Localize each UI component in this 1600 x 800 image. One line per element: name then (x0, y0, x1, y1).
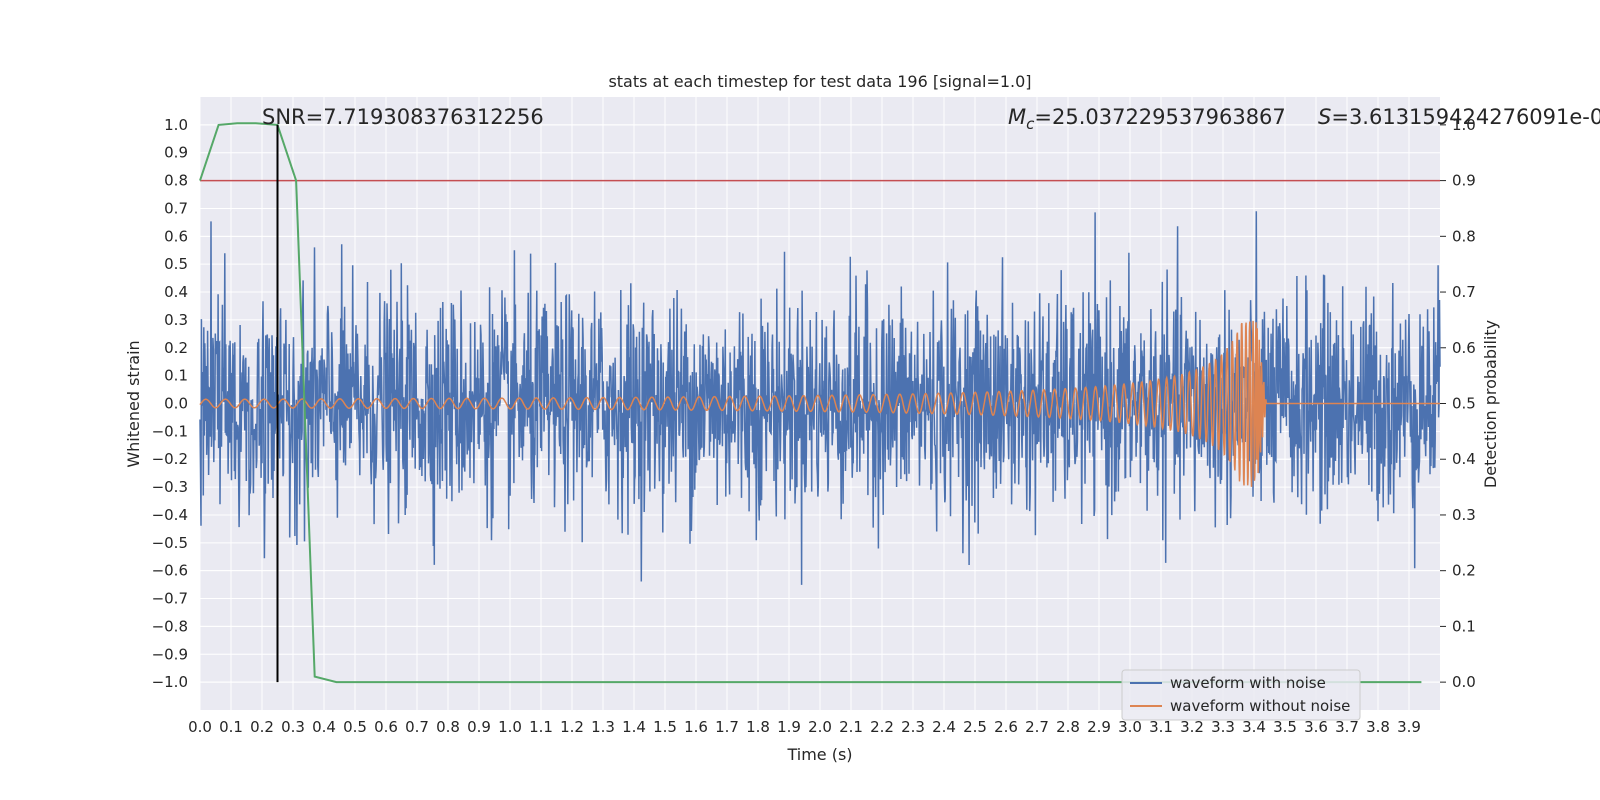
left-y-tick-label: 0.9 (164, 144, 188, 162)
left-y-tick-label: −0.9 (152, 645, 188, 663)
x-tick-label: 1.5 (653, 718, 677, 736)
x-tick-label: 1.8 (746, 718, 770, 736)
left-y-tick-label: 0.2 (164, 339, 188, 357)
x-tick-label: 3.6 (1304, 718, 1328, 736)
chart-title: stats at each timestep for test data 196… (608, 72, 1031, 91)
x-tick-label: 1.7 (715, 718, 739, 736)
right-y-tick-label: 0.0 (1452, 673, 1476, 691)
left-y-tick-label: −0.5 (152, 534, 188, 552)
right-y-tick-label: 1.0 (1452, 116, 1476, 134)
right-y-tick-label: 0.3 (1452, 506, 1476, 524)
x-tick-label: 2.1 (839, 718, 863, 736)
left-y-tick-label: −0.7 (152, 590, 188, 608)
left-y-tick-label: 0.3 (164, 311, 188, 329)
left-y-tick-label: −0.1 (152, 422, 188, 440)
x-tick-label: 1.4 (622, 718, 646, 736)
x-tick-label: 0.5 (343, 718, 367, 736)
left-y-tick-label: 0.1 (164, 367, 188, 385)
left-y-tick-label: −0.6 (152, 562, 188, 580)
mc-symbol: M (1008, 105, 1026, 129)
legend-label-noise: waveform with noise (1170, 674, 1326, 692)
left-y-tick-label: 0.7 (164, 199, 188, 217)
x-tick-label: 2.9 (1087, 718, 1111, 736)
x-tick-label: 1.2 (560, 718, 584, 736)
x-tick-label: 3.0 (1118, 718, 1142, 736)
x-tick-label: 1.1 (529, 718, 553, 736)
mc-subscript: c (1026, 115, 1035, 133)
left-y-tick-label: 0.6 (164, 227, 188, 245)
right-y-axis-label: Detection probability (1481, 320, 1500, 488)
series-waveform-with-noise (199, 211, 1441, 585)
x-tick-label: 2.0 (808, 718, 832, 736)
x-tick-label: 2.6 (994, 718, 1018, 736)
x-tick-label: 2.2 (870, 718, 894, 736)
x-tick-label: 3.4 (1242, 718, 1266, 736)
left-y-tick-label: −0.4 (152, 506, 188, 524)
left-y-tick-label: 0.5 (164, 255, 188, 273)
left-y-tick-label: −0.3 (152, 478, 188, 496)
right-y-tick-labels: 1.0 0.9 0.8 0.7 0.6 0.5 0.4 0.3 0.2 0.1 0.0 (1440, 116, 1476, 691)
x-tick-label: 2.3 (901, 718, 925, 736)
left-y-tick-label: −0.8 (152, 617, 188, 635)
left-y-tick-label: 0.0 (164, 395, 188, 413)
x-tick-label: 0.1 (219, 718, 243, 736)
x-tick-label: 2.7 (1025, 718, 1049, 736)
legend-box (1121, 669, 1361, 721)
left-y-tick-label: −0.2 (152, 450, 188, 468)
right-y-tick-label: 0.4 (1452, 450, 1476, 468)
left-y-tick-label: 0.8 (164, 172, 188, 190)
left-y-tick-label: −1.0 (152, 673, 188, 691)
legend: waveform with noise waveform without noi… (1121, 669, 1361, 721)
x-tick-label: 3.8 (1366, 718, 1390, 736)
x-tick-label: 1.0 (498, 718, 522, 736)
x-tick-label: 0.4 (312, 718, 336, 736)
mc-value: =25.037229537963867 (1034, 105, 1285, 129)
x-tick-label: 3.9 (1397, 718, 1421, 736)
x-axis-label: Time (s) (786, 745, 852, 764)
x-tick-label: 3.5 (1273, 718, 1297, 736)
mc-annotation: Mc=25.037229537963867 (1008, 105, 1286, 133)
x-tick-label: 2.5 (963, 718, 987, 736)
x-tick-label: 2.8 (1056, 718, 1080, 736)
x-tick-label: 1.6 (684, 718, 708, 736)
legend-label-clean: waveform without noise (1170, 697, 1350, 715)
right-y-tick-label: 0.2 (1452, 562, 1476, 580)
x-tick-label: 0.2 (250, 718, 274, 736)
snr-annotation: SNR=7.719308376312256 (262, 105, 544, 129)
s-annotation: S=3.613159424276091e-0 (1318, 105, 1600, 129)
right-y-tick-label: 0.8 (1452, 227, 1476, 245)
left-y-tick-label: 0.4 (164, 283, 188, 301)
right-y-tick-label: 0.5 (1452, 395, 1476, 413)
x-tick-label: 0.7 (405, 718, 429, 736)
right-y-tick-label: 0.1 (1452, 617, 1476, 635)
x-tick-label: 1.9 (777, 718, 801, 736)
x-tick-label: 3.3 (1211, 718, 1235, 736)
right-y-tick-label: 0.6 (1452, 339, 1476, 357)
x-tick-label: 0.8 (436, 718, 460, 736)
x-tick-label: 3.2 (1180, 718, 1204, 736)
x-tick-label: 0.6 (374, 718, 398, 736)
plot-area (199, 122, 1441, 684)
series-waveform-without-noise (199, 320, 1440, 487)
left-y-axis-label: Whitened strain (124, 340, 143, 467)
x-tick-label: 2.4 (932, 718, 956, 736)
x-tick-label: 3.1 (1149, 718, 1173, 736)
x-tick-label: 0.9 (467, 718, 491, 736)
x-tick-label: 1.3 (591, 718, 615, 736)
x-tick-label: 0.3 (281, 718, 305, 736)
x-tick-label: 0.0 (188, 718, 212, 736)
x-tick-labels: 0.0 0.1 0.2 0.3 0.4 0.5 0.6 0.7 0.8 0.9 1.0 1.1 1.2 1… (188, 718, 1421, 736)
right-y-tick-label: 0.7 (1452, 283, 1476, 301)
left-y-tick-labels: 1.0 0.9 0.8 0.7 0.6 0.5 0.4 0.3 0.2 0.1 0.0 −0.1 −0.… (152, 116, 188, 691)
left-y-tick-label: 1.0 (164, 116, 188, 134)
s-value: =3.613159424276091e-0 (1331, 105, 1600, 129)
s-symbol: S (1318, 105, 1331, 129)
x-tick-label: 3.7 (1335, 718, 1359, 736)
right-y-tick-label: 0.9 (1452, 172, 1476, 190)
